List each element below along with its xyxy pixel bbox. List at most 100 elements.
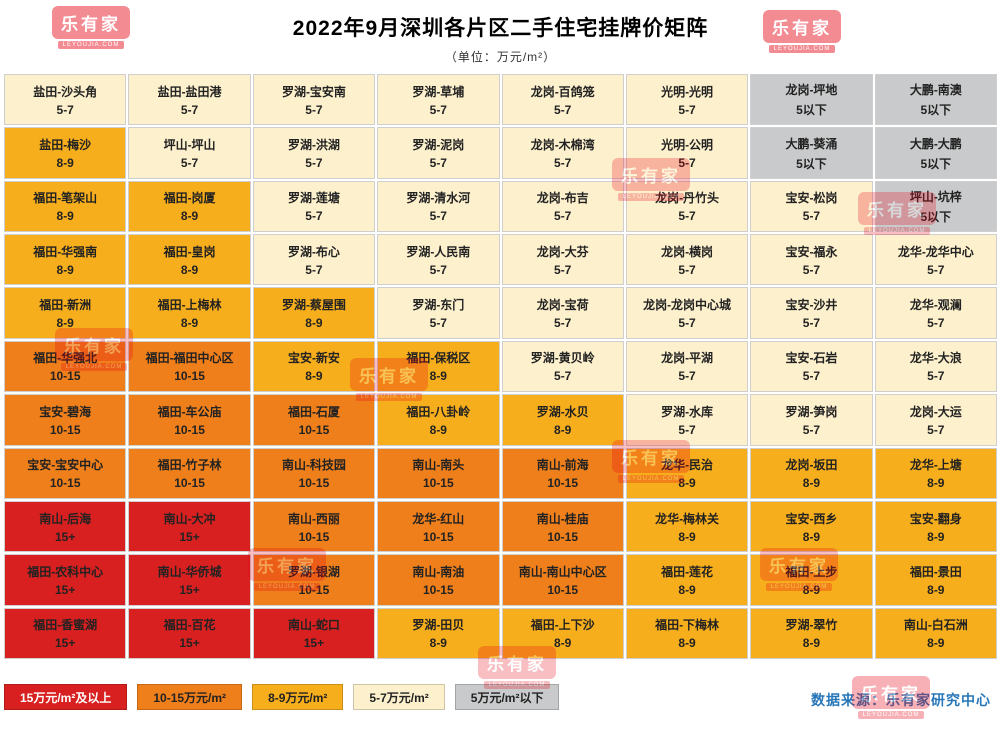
grid-cell: 福田-上下沙 8-9 <box>501 607 624 659</box>
grid-cell: 罗湖-翠竹 8-9 <box>750 607 873 659</box>
cell-area-label: 福田-香蜜湖 <box>33 618 98 633</box>
cell-price-label: 15+ <box>55 636 76 651</box>
cell-price-label: 8-9 <box>180 262 199 277</box>
cell-price-label: 8-9 <box>927 476 945 491</box>
cell-area-label: 宝安-福永 <box>785 244 838 259</box>
grid-cell: 福田-农科中心 15+ <box>4 554 127 606</box>
cell-area-label: 龙岗-木棉湾 <box>530 138 595 153</box>
grid-cell: 坪山-坑梓 5以下 <box>874 180 997 233</box>
grid-cell: 罗湖-草埔 5-7 <box>377 74 500 126</box>
grid-cell: 福田-岗厦 8-9 <box>128 180 251 233</box>
cell-price-label: 5-7 <box>429 316 447 331</box>
cell-area-label: 龙岗-百鸽笼 <box>530 84 595 99</box>
grid-cell: 罗湖-清水河 5-7 <box>377 180 500 233</box>
cell-area-label: 罗湖-人民南 <box>406 244 471 259</box>
cell-price-label: 8-9 <box>429 369 447 384</box>
cell-area-label: 龙岗-坪地 <box>785 83 838 98</box>
cell-price-label: 5-7 <box>927 422 945 437</box>
legend-item: 5万元/m²以下 <box>454 684 560 710</box>
cell-price-label: 10-15 <box>49 369 81 384</box>
cell-price-label: 8-9 <box>56 209 74 224</box>
cell-area-label: 罗湖-宝安南 <box>281 84 346 99</box>
grid-cell: 坪山-坪山 5-7 <box>128 127 251 179</box>
cell-area-label: 龙岗-大芬 <box>536 244 589 259</box>
grid-cell: 南山-前海 10-15 <box>501 447 624 499</box>
grid-cell: 南山-白石洲 8-9 <box>874 607 997 659</box>
cell-price-label: 5-7 <box>305 102 323 117</box>
cell-area-label: 宝安-松岗 <box>785 191 838 206</box>
cell-area-label: 宝安-新安 <box>287 351 340 366</box>
cell-price-label: 5-7 <box>678 316 696 331</box>
cell-price-label: 8-9 <box>802 529 821 544</box>
grid-cell: 南山-南头 10-15 <box>377 447 500 499</box>
cell-area-label: 福田-下梅林 <box>655 618 720 633</box>
cell-area-label: 南山-华侨城 <box>157 564 222 579</box>
cell-price-label: 5-7 <box>554 369 572 384</box>
data-source: 数据来源：乐有家研究中心 <box>811 692 991 708</box>
grid-cell: 龙岗-横岗 5-7 <box>625 234 749 286</box>
grid-cell: 福田-莲花 8-9 <box>625 554 749 606</box>
cell-area-label: 大鹏-葵涌 <box>785 136 838 151</box>
cell-area-label: 盐田-沙头角 <box>33 84 98 99</box>
grid-cell: 罗湖-莲塘 5-7 <box>252 180 376 233</box>
cell-area-label: 罗湖-莲塘 <box>287 191 340 206</box>
cell-area-label: 南山-后海 <box>39 511 92 526</box>
cell-price-label: 5以下 <box>796 103 827 118</box>
grid-cell: 罗湖-洪湖 5-7 <box>252 127 376 179</box>
cell-price-label: 15+ <box>55 529 76 544</box>
grid-cell: 南山-南山中心区 10-15 <box>501 554 624 606</box>
cell-area-label: 福田-竹子林 <box>157 458 222 473</box>
cell-price-label: 5-7 <box>554 209 572 224</box>
cell-price-label: 5-7 <box>429 102 447 117</box>
grid-cell: 龙华-梅林关 8-9 <box>625 500 749 553</box>
cell-area-label: 罗湖-清水河 <box>406 191 471 206</box>
cell-price-label: 8-9 <box>429 422 447 437</box>
grid-cell: 福田-福田中心区 10-15 <box>128 340 251 393</box>
cell-price-label: 5-7 <box>678 369 696 384</box>
grid-cell: 南山-华侨城 15+ <box>128 554 251 606</box>
grid-cell: 福田-竹子林 10-15 <box>128 447 251 499</box>
grid-cell: 南山-大冲 15+ <box>128 500 251 553</box>
cell-price-label: 5-7 <box>678 156 696 171</box>
legend-item: 10-15万元/m² <box>137 684 243 710</box>
cell-area-label: 光明-公明 <box>661 138 714 153</box>
cell-price-label: 8-9 <box>554 636 572 651</box>
cell-area-label: 南山-桂庙 <box>536 511 589 526</box>
grid-cell: 福田-上步 8-9 <box>750 554 873 606</box>
grid-cell: 福田-车公庙 10-15 <box>128 394 251 446</box>
cell-price-label: 8-9 <box>180 209 199 224</box>
legend-item: 8-9万元/m² <box>252 684 344 710</box>
cell-area-label: 福田-福田中心区 <box>145 351 234 366</box>
cell-area-label: 福田-上下沙 <box>530 618 595 633</box>
grid-cell: 龙岗-丹竹头 5-7 <box>625 180 749 233</box>
cell-area-label: 罗湖-蔡屋围 <box>281 298 346 313</box>
cell-area-label: 福田-景田 <box>909 564 962 579</box>
cell-price-label: 5-7 <box>554 262 572 277</box>
cell-price-label: 10-15 <box>298 529 330 544</box>
cell-price-label: 8-9 <box>802 636 821 651</box>
cell-area-label: 罗湖-布心 <box>287 244 340 259</box>
cell-area-label: 福田-莲花 <box>661 564 714 579</box>
grid-cell: 罗湖-笋岗 5-7 <box>750 394 873 446</box>
grid-cell: 龙岗-布吉 5-7 <box>501 180 624 233</box>
cell-price-label: 10-15 <box>298 582 330 597</box>
cell-price-label: 10-15 <box>422 582 454 597</box>
cell-price-label: 5-7 <box>927 262 945 277</box>
grid-cell: 龙岗-大运 5-7 <box>874 394 997 446</box>
cell-area-label: 宝安-宝安中心 <box>27 458 104 473</box>
cell-price-label: 15+ <box>179 636 200 651</box>
cell-area-label: 龙岗-横岗 <box>661 244 714 259</box>
grid-cell: 宝安-宝安中心 10-15 <box>4 447 127 499</box>
cell-price-label: 8-9 <box>678 529 696 544</box>
unit-subtitle: （单位：万元/m²） <box>444 50 557 64</box>
grid-cell: 宝安-沙井 5-7 <box>750 287 873 339</box>
cell-area-label: 罗湖-水贝 <box>536 404 589 419</box>
grid-cell: 龙岗-坂田 8-9 <box>750 447 873 499</box>
grid-cell: 大鹏-南澳 5以下 <box>874 74 997 126</box>
cell-area-label: 宝安-沙井 <box>785 298 838 313</box>
grid-cell: 福田-景田 8-9 <box>874 554 997 606</box>
grid-cell: 龙岗-大芬 5-7 <box>501 234 624 286</box>
cell-price-label: 5-7 <box>305 209 323 224</box>
cell-area-label: 福田-华强北 <box>33 351 98 366</box>
